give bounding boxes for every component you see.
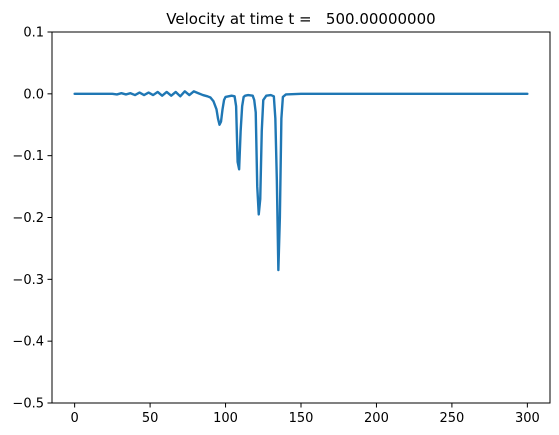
y-tick-label: −0.5 bbox=[12, 397, 44, 412]
x-tick-label: 250 bbox=[439, 411, 464, 426]
x-tick-label: 50 bbox=[142, 411, 159, 426]
x-axis-ticks: 0 50 100 150 200 250 300 bbox=[70, 403, 540, 426]
x-tick-label: 300 bbox=[515, 411, 540, 426]
plot-frame bbox=[51, 31, 551, 404]
x-tick-label: 150 bbox=[289, 411, 314, 426]
y-tick-label: 0.0 bbox=[23, 87, 44, 102]
x-tick-label: 100 bbox=[213, 411, 238, 426]
x-tick-label: 200 bbox=[364, 411, 389, 426]
y-tick-label: 0.1 bbox=[23, 26, 44, 41]
x-tick-label: 0 bbox=[70, 411, 78, 426]
y-tick-label: −0.2 bbox=[12, 211, 44, 226]
y-tick-label: −0.1 bbox=[12, 149, 44, 164]
series-line-0 bbox=[73, 90, 529, 272]
y-axis-ticks: 0.1 0.0 −0.1 −0.2 −0.3 −0.4 −0.5 bbox=[12, 26, 52, 412]
y-tick-label: −0.3 bbox=[12, 273, 44, 288]
chart-title: Velocity at time t = 500.00000000 bbox=[166, 10, 435, 28]
plot-layer bbox=[73, 90, 529, 272]
y-tick-label: −0.4 bbox=[12, 335, 44, 350]
